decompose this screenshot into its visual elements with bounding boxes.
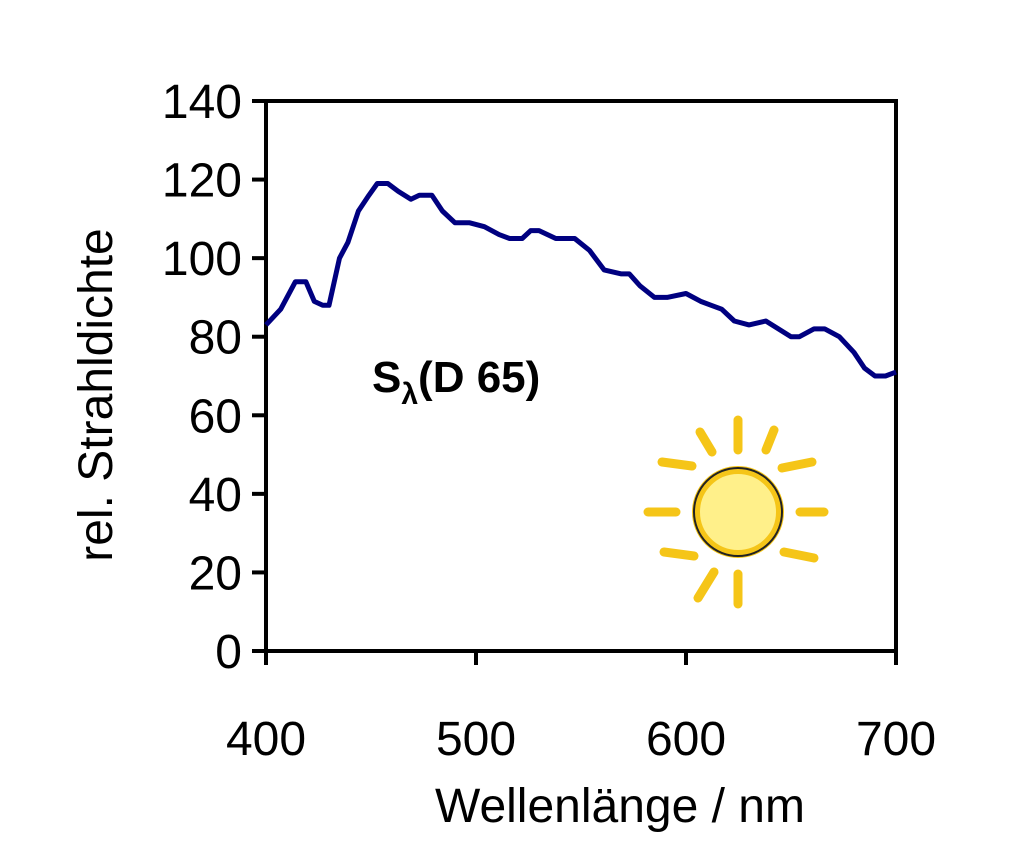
plot-frame — [264, 99, 898, 653]
annotation-main: S — [372, 353, 401, 402]
annotation: Sλ(D 65) — [372, 353, 540, 411]
y-axis-label: rel. Strahldichte — [70, 228, 123, 562]
y-tick-label: 100 — [162, 233, 242, 286]
data-line — [264, 181, 897, 379]
y-tick-label: 40 — [189, 469, 242, 522]
y-tick-label: 0 — [215, 626, 242, 679]
x-tick-label: 400 — [226, 713, 306, 766]
y-tick-label: 60 — [189, 390, 242, 443]
y-tick-label: 20 — [189, 547, 242, 600]
annotation-sub: λ — [401, 378, 418, 411]
x-tick-label: 700 — [856, 713, 936, 766]
y-tick-label: 80 — [189, 312, 242, 365]
sun-icon — [643, 415, 829, 609]
x-tick-label: 600 — [646, 713, 726, 766]
x-tick-label: 500 — [436, 713, 516, 766]
y-tick-label: 140 — [162, 76, 242, 129]
annotation-rest: (D 65) — [418, 353, 540, 402]
x-axis-label: Wellenlänge / nm — [435, 780, 805, 833]
y-tick-label: 120 — [162, 155, 242, 208]
